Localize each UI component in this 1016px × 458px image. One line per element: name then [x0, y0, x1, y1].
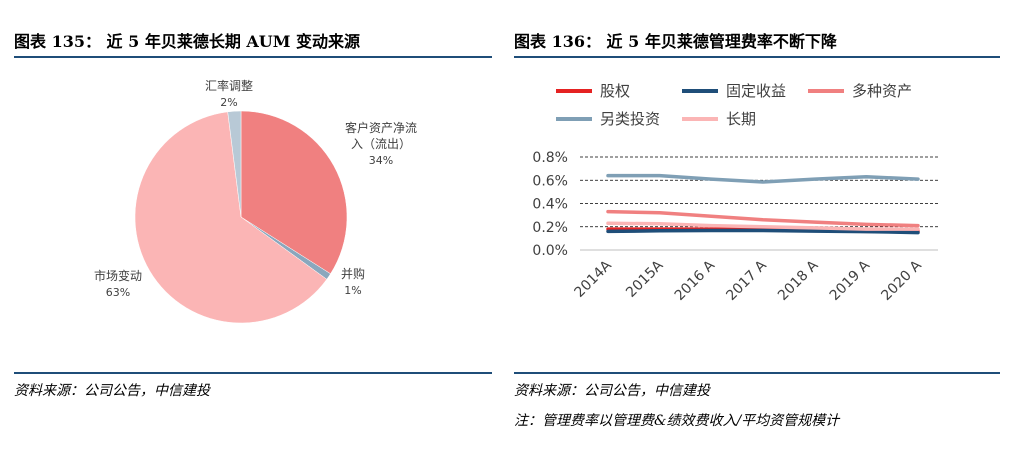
- pie-slice-3: [227, 110, 242, 218]
- y-tick-label-0: 0.0%: [532, 243, 568, 259]
- pie-label-0-1: 入（流出）: [351, 137, 411, 151]
- pie-label-0-0: 客户资产净流: [345, 120, 417, 135]
- left-source: 资料来源：公司公告，中信建投: [14, 383, 210, 399]
- series-line-1: [606, 228, 920, 235]
- pie-slice-2: [134, 111, 328, 324]
- series-line-3: [606, 173, 920, 184]
- pie-pct-2: 63%: [106, 286, 130, 299]
- left-title-rule: [14, 56, 492, 58]
- x-tick-label-6: 2020 A: [878, 257, 925, 304]
- right-title-rule: [514, 56, 1000, 58]
- right-source-rule: [514, 372, 1000, 374]
- right-source: 资料来源：公司公告，中信建投: [514, 383, 710, 399]
- legend-label-1: 固定收益: [726, 82, 786, 100]
- y-tick-label-4: 0.8%: [532, 150, 568, 166]
- x-tick-label-5: 2019 A: [827, 257, 874, 304]
- y-tick-label-3: 0.6%: [532, 173, 568, 189]
- pie-slice-0: [240, 110, 348, 275]
- pie-label-1-0: 并购: [341, 266, 365, 281]
- series-line-4: [606, 221, 920, 231]
- legend-label-3: 另类投资: [600, 110, 660, 128]
- x-tick-label-3: 2017 A: [723, 257, 770, 304]
- legend-label-0: 股权: [600, 82, 630, 100]
- pie-label-3-0: 汇率调整: [205, 78, 253, 93]
- right-chart-title: 图表 136： 近 5 年贝莱德管理费率不断下降: [514, 32, 837, 51]
- series-line-2: [606, 209, 920, 228]
- left-chart-title: 图表 135： 近 5 年贝莱德长期 AUM 变动来源: [14, 32, 361, 51]
- pie-pct-1: 1%: [344, 284, 361, 297]
- pie-pct-0: 34%: [369, 154, 393, 167]
- left-source-rule: [14, 372, 492, 374]
- pie-label-2-0: 市场变动: [94, 268, 142, 283]
- legend-label-4: 长期: [726, 110, 756, 128]
- y-tick-label-1: 0.2%: [532, 220, 568, 236]
- x-tick-label-2: 2016 A: [672, 257, 719, 304]
- y-tick-label-2: 0.4%: [532, 197, 568, 213]
- legend-label-2: 多种资产: [852, 82, 912, 100]
- x-tick-label-0: 2014A: [572, 257, 616, 301]
- x-tick-label-1: 2015A: [623, 257, 667, 301]
- x-tick-label-4: 2018 A: [775, 257, 822, 304]
- pie-pct-3: 2%: [220, 96, 237, 109]
- right-note: 注：管理费率以管理费&绩效费收入/平均资管规模计: [514, 413, 840, 429]
